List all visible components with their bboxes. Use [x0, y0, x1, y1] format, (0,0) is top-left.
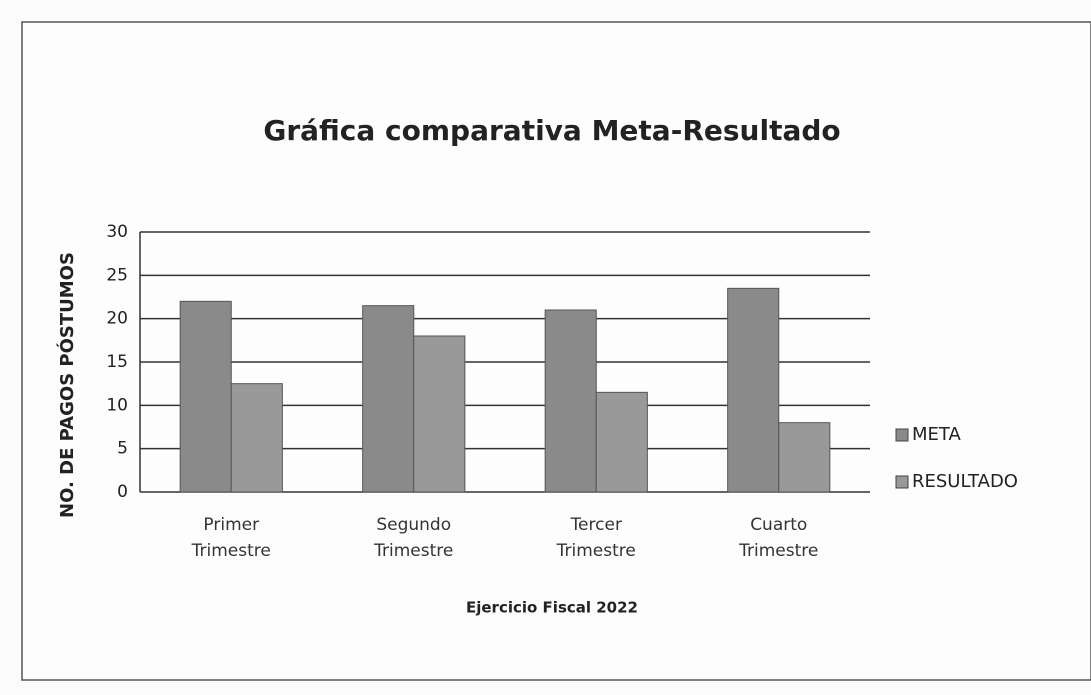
y-axis-label: NO. DE PAGOS PÓSTUMOS — [56, 252, 78, 518]
bar — [727, 287, 780, 493]
bar — [595, 391, 648, 493]
y-tick-label: 30 — [106, 222, 128, 242]
y-tick-label: 5 — [117, 439, 128, 459]
x-tick-label: Tercer Trimestre — [556, 515, 636, 561]
legend-swatch — [895, 475, 909, 489]
legend-swatch — [895, 428, 909, 442]
bar — [413, 335, 466, 493]
x-tick-label: Cuarto Trimestre — [739, 515, 819, 561]
x-tick-label: Primer Trimestre — [191, 515, 271, 561]
y-tick-label: 0 — [117, 482, 128, 502]
x-tick-label: Segundo Trimestre — [374, 515, 454, 561]
y-tick-label: 20 — [106, 309, 128, 329]
bar — [179, 300, 232, 493]
x-axis-label: Ejercicio Fiscal 2022 — [466, 599, 638, 617]
bar — [230, 383, 283, 493]
y-tick-label: 10 — [106, 395, 128, 415]
bar — [778, 422, 831, 493]
legend-label: META — [912, 424, 962, 445]
bar — [362, 305, 415, 493]
legend-label: RESULTADO — [912, 471, 1018, 492]
chart-title: Gráfica comparativa Meta-Resultado — [263, 114, 840, 147]
y-tick-label: 15 — [106, 352, 128, 372]
bar — [544, 309, 597, 493]
y-tick-label: 25 — [106, 265, 128, 285]
